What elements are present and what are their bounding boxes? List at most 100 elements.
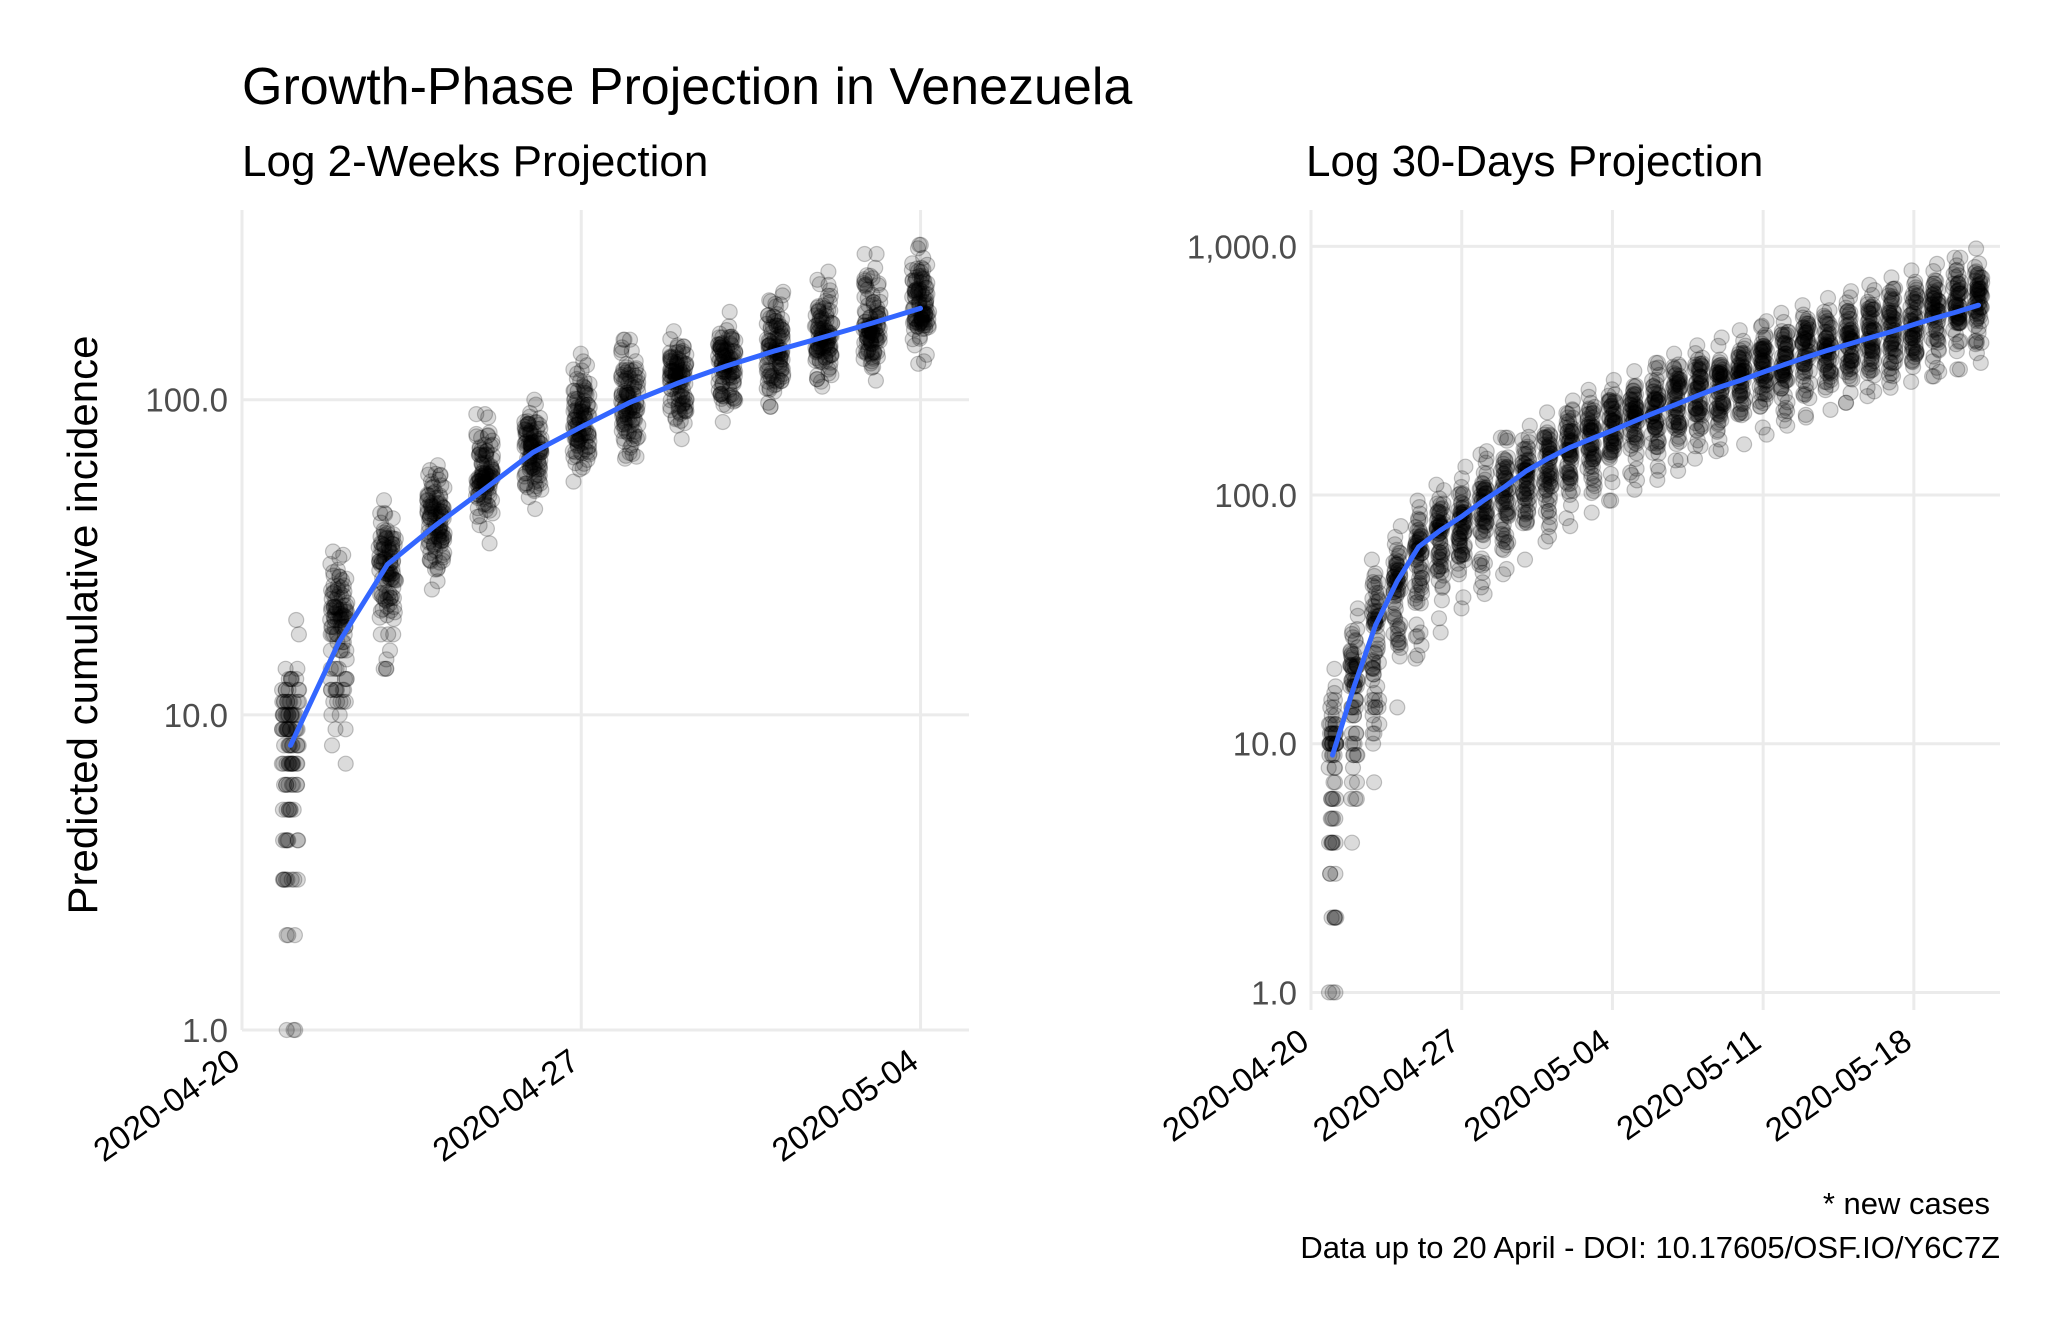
data-point: [1822, 368, 1839, 385]
y-tick-label: 1,000.0: [1187, 228, 1297, 265]
data-point: [322, 681, 340, 699]
data-point: [1323, 790, 1340, 808]
data-point: [423, 581, 440, 598]
data-point: [1967, 240, 1985, 257]
data-point: [426, 548, 443, 566]
data-point: [332, 610, 349, 627]
data-point: [333, 579, 350, 596]
data-point: [432, 467, 449, 484]
data-point: [426, 501, 443, 518]
data-point: [422, 497, 440, 514]
data-point: [1323, 909, 1340, 926]
data-point: [435, 528, 452, 546]
data-point: [429, 528, 446, 545]
data-point: [277, 660, 294, 677]
data-point: [337, 721, 354, 738]
data-point: [1839, 302, 1857, 320]
data-point: [431, 487, 448, 504]
data-point: [290, 626, 307, 643]
data-point: [434, 546, 451, 564]
data-point: [428, 494, 445, 512]
data-point: [623, 437, 640, 454]
data-point: [278, 721, 295, 738]
data-point: [1710, 337, 1727, 354]
data-point: [1514, 515, 1532, 532]
data-point: [289, 871, 306, 888]
data-point: [325, 693, 342, 710]
data-point: [375, 537, 392, 554]
data-point: [435, 549, 452, 566]
data-point: [1672, 451, 1689, 468]
data-point: [1622, 391, 1639, 408]
data-point: [331, 568, 348, 585]
data-point: [378, 651, 395, 668]
data-point: [1391, 634, 1409, 651]
data-point: [277, 832, 294, 849]
data-point: [1430, 610, 1448, 627]
data-point: [1558, 510, 1575, 527]
data-point: [330, 660, 347, 677]
data-point: [282, 670, 300, 688]
data-point: [282, 670, 299, 688]
data-point: [423, 498, 441, 515]
data-point: [1536, 430, 1554, 447]
data-point: [326, 611, 344, 629]
y-axis-label: Predicted cumulative incidence: [59, 336, 106, 915]
data-point: [278, 755, 295, 772]
data-point: [718, 322, 735, 339]
data-point: [1627, 450, 1644, 468]
data-point: [421, 508, 438, 525]
data-point: [1646, 383, 1663, 400]
data-point: [274, 693, 291, 710]
data-point: [287, 1021, 304, 1039]
data-point: [277, 681, 294, 699]
data-point: [382, 602, 399, 619]
data-point: [673, 388, 691, 405]
data-point: [429, 573, 446, 590]
data-point: [324, 585, 341, 602]
data-point: [372, 602, 389, 619]
data-point: [431, 526, 448, 543]
x-tick-label: 2020-04-20: [1156, 1021, 1316, 1148]
data-point: [429, 559, 446, 577]
data-point: [384, 569, 401, 586]
data-point: [1433, 592, 1451, 609]
data-point: [476, 406, 494, 423]
data-point: [430, 529, 447, 547]
data-point: [333, 589, 350, 606]
data-point: [289, 755, 306, 772]
data-point: [1794, 309, 1812, 326]
panel-2-weeks-plot: 1.0 10.0 100.0 2020-04-20 2020-04-27 2020-05-…: [87, 210, 969, 1169]
data-point: [275, 693, 292, 710]
data-point: [1930, 296, 1947, 313]
data-point: [386, 536, 403, 553]
data-point: [1473, 557, 1491, 574]
data-point: [327, 598, 344, 616]
data-point: [283, 706, 300, 724]
data-point: [477, 465, 494, 482]
data-point: [571, 461, 588, 478]
data-point: [323, 618, 340, 636]
y-tick-label: 100.0: [1214, 477, 1297, 514]
data-point: [855, 350, 872, 367]
data-point: [326, 618, 343, 636]
data-point: [481, 535, 498, 552]
data-point: [278, 721, 295, 738]
data-point: [1391, 648, 1408, 665]
gridlines: [240, 210, 969, 1032]
data-point: [1323, 834, 1340, 851]
y-tick-label: 10.0: [164, 697, 228, 734]
data-point: [1389, 621, 1407, 638]
data-point: [375, 492, 393, 509]
data-point: [275, 706, 292, 724]
data-point: [421, 552, 438, 569]
data-point: [428, 489, 445, 506]
data-point: [382, 571, 399, 588]
data-point: [1538, 404, 1556, 421]
data-point: [1731, 387, 1749, 404]
data-point: [323, 590, 340, 608]
data-point: [335, 693, 352, 710]
data-point: [384, 535, 401, 552]
data-point: [277, 706, 294, 724]
data-point: [327, 721, 344, 738]
